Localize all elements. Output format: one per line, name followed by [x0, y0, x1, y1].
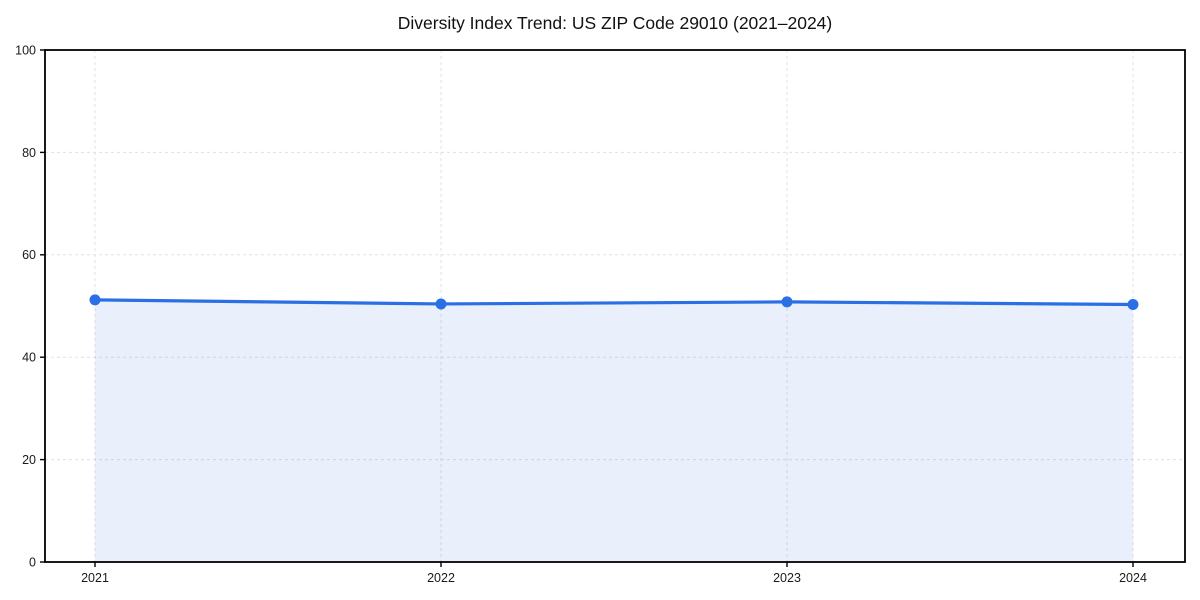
y-tick-label-60: 60: [22, 248, 36, 262]
x-tick-label-2021: 2021: [81, 571, 109, 585]
chart-title: Diversity Index Trend: US ZIP Code 29010…: [398, 13, 833, 33]
x-tick-label-2022: 2022: [427, 571, 455, 585]
plot-area: 0 20 40 60 80 100 2021 2022 2023 2024: [15, 43, 1186, 585]
y-tick-label-0: 0: [29, 555, 36, 569]
y-tick-label-100: 100: [15, 43, 36, 57]
y-tick-label-80: 80: [22, 146, 36, 160]
x-tick-label-2023: 2023: [773, 571, 801, 585]
x-tick-label-2024: 2024: [1119, 571, 1147, 585]
data-point-2023: [781, 296, 793, 308]
y-tick-label-40: 40: [22, 351, 36, 365]
data-point-2021: [89, 294, 101, 306]
area-fill: [95, 299, 1133, 562]
trend-line: [93, 298, 1135, 307]
y-tick-label-20: 20: [22, 453, 36, 467]
data-point-2022: [435, 298, 447, 310]
data-point-2024: [1127, 298, 1139, 310]
axes-frame: [44, 49, 1186, 563]
